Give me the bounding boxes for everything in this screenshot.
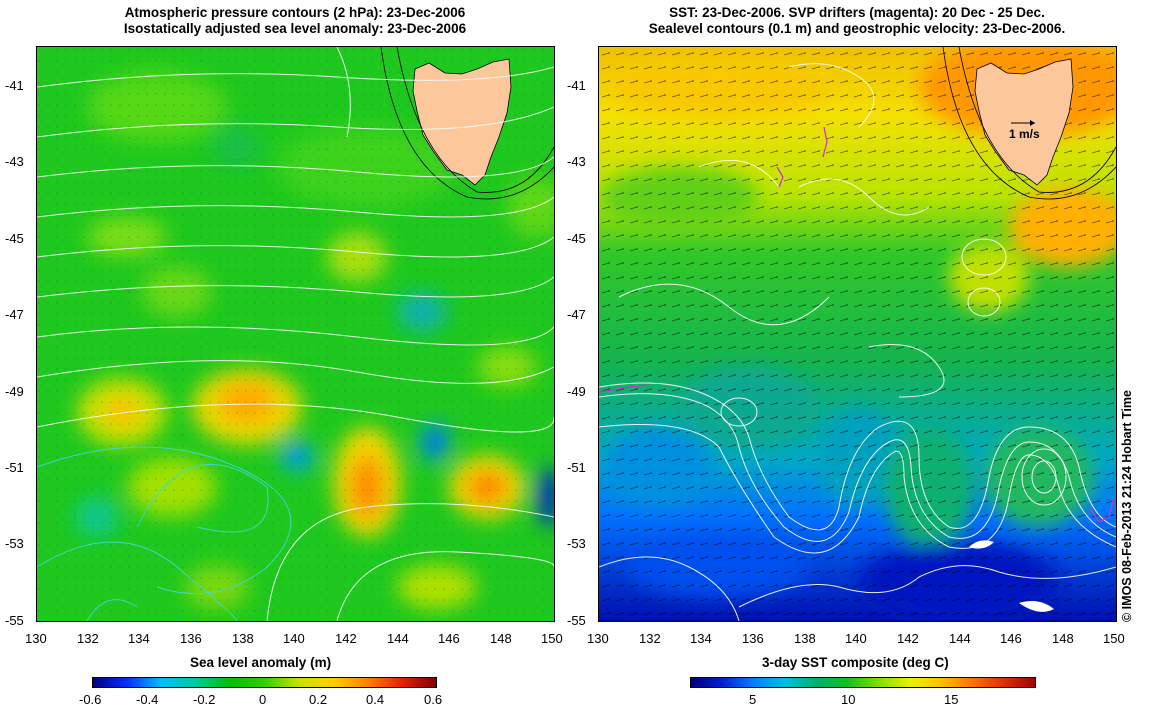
velocity-scale-arrow — [1011, 120, 1035, 126]
x-tick: 150 — [1103, 631, 1125, 646]
x-tick: 136 — [742, 631, 764, 646]
y-tick: -49 — [567, 384, 586, 399]
y-tick: -47 — [5, 307, 24, 322]
colorbar-tick: 0.4 — [366, 692, 385, 707]
colorbar-tick: 0.2 — [309, 692, 328, 707]
left-colorbar — [92, 677, 437, 688]
x-tick: 130 — [25, 631, 47, 646]
colorbar-tick: 0 — [259, 692, 267, 707]
x-tick: 140 — [283, 631, 305, 646]
y-tick: -41 — [567, 78, 586, 93]
x-tick: 148 — [1052, 631, 1074, 646]
y-tick: -49 — [5, 384, 24, 399]
x-tick: 142 — [335, 631, 357, 646]
y-tick: -45 — [567, 231, 586, 246]
colorbar-tick: -0.6 — [79, 692, 102, 707]
x-tick: 150 — [541, 631, 563, 646]
x-tick: 136 — [180, 631, 202, 646]
x-tick: 144 — [387, 631, 409, 646]
credit-text: © IMOS 08-Feb-2013 21:24 Hobart Time — [1120, 390, 1134, 622]
y-tick: -47 — [567, 307, 586, 322]
velocity-scale-label: 1 m/s — [1009, 127, 1040, 141]
drifter-tracks — [599, 126, 1115, 523]
x-tick: 148 — [490, 631, 512, 646]
x-tick: 146 — [1000, 631, 1022, 646]
x-tick: 134 — [690, 631, 712, 646]
colorbar-tick: 10 — [841, 692, 856, 707]
y-tick: -45 — [5, 231, 24, 246]
x-tick: 130 — [587, 631, 609, 646]
colorbar-tick: 15 — [944, 692, 959, 707]
left-title-line1: Atmospheric pressure contours (2 hPa): 2… — [124, 5, 466, 20]
x-tick: 146 — [438, 631, 460, 646]
sst-map: 1 m/s — [598, 46, 1117, 622]
y-tick: -55 — [567, 613, 586, 628]
x-tick: 134 — [128, 631, 150, 646]
sea-level-anomaly-map — [36, 46, 555, 622]
left-colorbar-label: Sea level anomaly (m) — [190, 655, 332, 670]
y-tick: -53 — [567, 536, 586, 551]
x-tick: 132 — [639, 631, 661, 646]
right-title-line1: SST: 23-Dec-2006. SVP drifters (magenta)… — [669, 5, 1045, 20]
x-tick: 138 — [232, 631, 254, 646]
y-tick: -51 — [567, 460, 586, 475]
x-tick: 138 — [794, 631, 816, 646]
right-title-line2: Sealevel contours (0.1 m) and geostrophi… — [648, 21, 1066, 36]
x-tick: 144 — [949, 631, 971, 646]
colorbar-tick: -0.2 — [193, 692, 216, 707]
y-tick: -51 — [5, 460, 24, 475]
right-colorbar-label: 3-day SST composite (deg C) — [762, 655, 949, 670]
y-tick: -53 — [5, 536, 24, 551]
colorbar-tick: -0.4 — [136, 692, 159, 707]
colorbar-tick: 5 — [749, 692, 757, 707]
tasmania-land — [412, 58, 512, 186]
x-tick: 132 — [77, 631, 99, 646]
x-tick: 142 — [897, 631, 919, 646]
tasmania-land — [974, 58, 1074, 186]
y-tick: -43 — [5, 154, 24, 169]
colorbar-tick: 0.6 — [424, 692, 443, 707]
x-tick: 140 — [845, 631, 867, 646]
y-tick: -55 — [5, 613, 24, 628]
right-colorbar — [690, 677, 1036, 688]
y-tick: -41 — [5, 78, 24, 93]
y-tick: -43 — [567, 154, 586, 169]
left-title-line2: Isostatically adjusted sea level anomaly… — [123, 21, 467, 36]
